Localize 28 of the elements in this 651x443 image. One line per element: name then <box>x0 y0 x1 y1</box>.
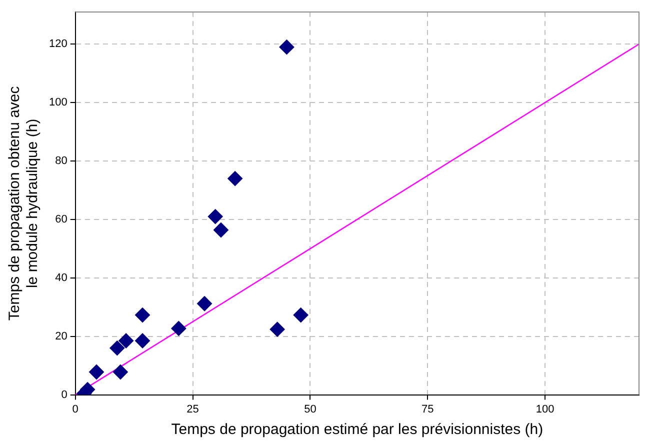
point <box>197 296 212 312</box>
point <box>135 333 150 348</box>
y-tick-label: 100 <box>48 96 68 109</box>
point <box>88 364 104 380</box>
y-tick-label: 80 <box>55 155 68 168</box>
point <box>118 333 134 348</box>
x-tick-label: 25 <box>186 403 199 416</box>
y-tick-label: 20 <box>55 330 68 342</box>
point <box>112 364 128 380</box>
y-axis-title: Temps de propagation obtenu avec le module hydraulique (h) <box>6 86 42 321</box>
point <box>213 222 228 238</box>
y-tick-label: 0 <box>61 388 68 401</box>
x-tick-label: 75 <box>422 403 434 416</box>
x-axis-title: Temps de propagation estimé par les prévisionnistes (h) <box>171 421 544 438</box>
y-tick-label: 60 <box>55 214 68 226</box>
point <box>293 308 308 323</box>
x-tick-label: 50 <box>304 403 316 416</box>
point <box>110 340 125 356</box>
point <box>208 209 223 224</box>
point <box>279 40 294 55</box>
x-tick-label: 0 <box>72 403 78 416</box>
point <box>270 322 285 337</box>
point <box>228 171 243 186</box>
point <box>135 308 150 323</box>
y-tick-label: 40 <box>55 272 68 284</box>
y-tick-label: 120 <box>48 38 68 50</box>
point <box>171 320 186 336</box>
x-tick-label: 100 <box>536 403 554 416</box>
